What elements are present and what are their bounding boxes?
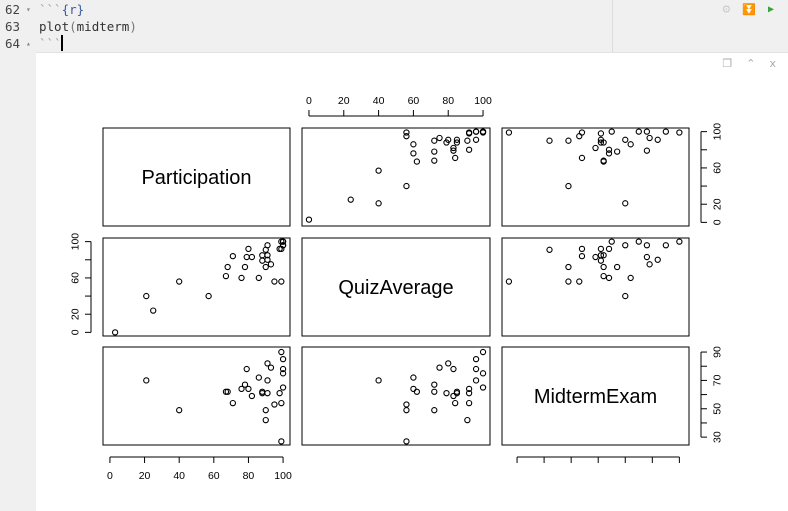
collapse-output-icon[interactable]: ⌃ — [746, 57, 756, 70]
chunk-toolbar: ⚙ ⏬ ▶ — [722, 2, 774, 17]
run-previous-chunks-icon[interactable]: ⏬ — [742, 3, 756, 16]
text-cursor — [61, 35, 63, 51]
fold-toggle-icon[interactable]: ▾ — [26, 5, 31, 14]
chunk-header: {r} — [61, 2, 85, 17]
editor-gutter — [0, 52, 36, 510]
copy-plot-icon[interactable]: ❐ — [722, 57, 733, 70]
line-number: 62 — [5, 2, 21, 17]
code-paren: ( — [69, 19, 77, 34]
gear-icon[interactable]: ⚙ — [722, 2, 731, 17]
line-number: 64 — [5, 36, 21, 51]
chunk-fence: ``` — [39, 36, 62, 51]
run-chunk-icon[interactable]: ▶ — [767, 4, 774, 15]
chunk-output: ❐ ⌃ x — [36, 52, 788, 511]
code-argument: midterm — [76, 19, 130, 34]
fold-toggle-icon[interactable]: ▴ — [26, 39, 31, 48]
chunk-fence: ``` — [39, 2, 62, 17]
code-paren: ) — [129, 19, 137, 34]
code-editor[interactable]: 62 ▾ ```{r} 63 plot(midterm) 64 ▴ ``` ⚙ … — [0, 0, 788, 52]
close-output-icon[interactable]: x — [769, 57, 776, 70]
code-function: plot — [39, 19, 70, 34]
line-number: 63 — [5, 19, 21, 34]
output-toolbar: ❐ ⌃ x — [722, 57, 776, 70]
margin-guide — [612, 0, 613, 52]
